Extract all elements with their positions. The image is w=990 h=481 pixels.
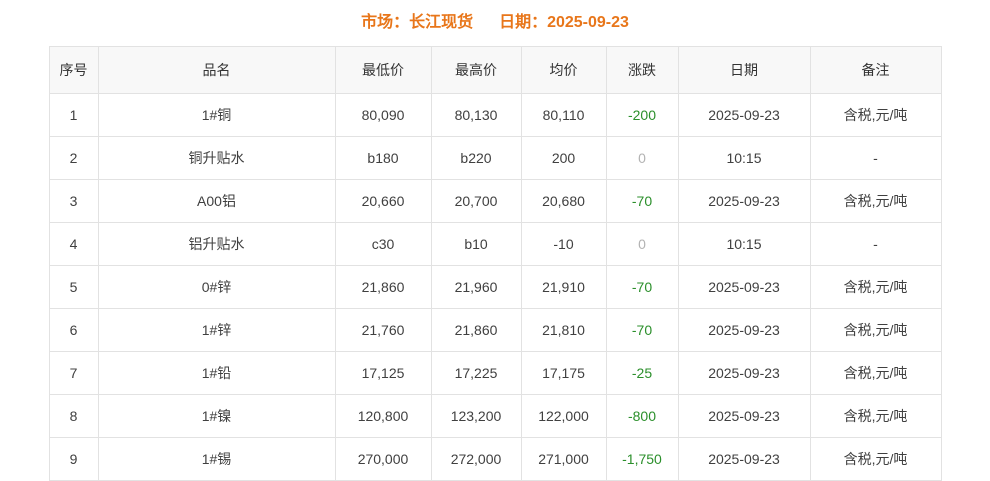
cell-name: 铝升贴水 bbox=[97, 222, 336, 266]
col-header-low: 最低价 bbox=[334, 46, 432, 94]
cell-date: 2025-09-23 bbox=[677, 437, 811, 481]
price-table-body: 1 1#铜 80,090 80,130 80,110 -200 2025-09-23 含税,元… bbox=[48, 93, 942, 481]
header-row: 序号 品名 最低价 最高价 均价 涨跌 日期 备注 bbox=[48, 46, 942, 94]
cell-name: 1#锡 bbox=[97, 437, 336, 481]
cell-change: -800 bbox=[605, 394, 679, 438]
cell-note: 含税,元/吨 bbox=[809, 308, 942, 352]
table-row: 7 1#铅 17,125 17,225 17,175 -25 2025-09-23 含税,元/… bbox=[48, 351, 942, 395]
cell-seq: 4 bbox=[48, 222, 99, 266]
cell-note: - bbox=[809, 222, 942, 266]
cell-date: 10:15 bbox=[677, 222, 811, 266]
cell-avg: 20,680 bbox=[520, 179, 607, 223]
col-header-date: 日期 bbox=[677, 46, 811, 94]
cell-date: 2025-09-23 bbox=[677, 179, 811, 223]
cell-seq: 1 bbox=[48, 93, 99, 137]
cell-name: 1#铅 bbox=[97, 351, 336, 395]
cell-avg: 21,810 bbox=[520, 308, 607, 352]
cell-change: -70 bbox=[605, 179, 679, 223]
table-row: 3 A00铝 20,660 20,700 20,680 -70 2025-09-23 含税,元… bbox=[48, 179, 942, 223]
cell-avg: 21,910 bbox=[520, 265, 607, 309]
cell-high: b220 bbox=[430, 136, 522, 180]
cell-name: 铜升贴水 bbox=[97, 136, 336, 180]
cell-note: 含税,元/吨 bbox=[809, 265, 942, 309]
cell-high: 272,000 bbox=[430, 437, 522, 481]
cell-seq: 2 bbox=[48, 136, 99, 180]
table-row: 1 1#铜 80,090 80,130 80,110 -200 2025-09-23 含税,元… bbox=[48, 93, 942, 137]
cell-name: 1#镍 bbox=[97, 394, 336, 438]
cell-seq: 5 bbox=[48, 265, 99, 309]
cell-date: 2025-09-23 bbox=[677, 93, 811, 137]
cell-avg: 200 bbox=[520, 136, 607, 180]
cell-date: 10:15 bbox=[677, 136, 811, 180]
cell-change: -25 bbox=[605, 351, 679, 395]
cell-date: 2025-09-23 bbox=[677, 265, 811, 309]
table-row: 6 1#锌 21,760 21,860 21,810 -70 2025-09-23 含税,元/… bbox=[48, 308, 942, 352]
col-header-note: 备注 bbox=[809, 46, 942, 94]
date-label: 日期：2025-09-23 bbox=[499, 14, 629, 31]
cell-date: 2025-09-23 bbox=[677, 394, 811, 438]
cell-low: 80,090 bbox=[334, 93, 432, 137]
cell-low: 21,760 bbox=[334, 308, 432, 352]
price-table: 序号 品名 最低价 最高价 均价 涨跌 日期 备注 1 1#铜 80,090 80,1… bbox=[48, 46, 942, 481]
cell-change: -70 bbox=[605, 265, 679, 309]
cell-low: 17,125 bbox=[334, 351, 432, 395]
cell-seq: 3 bbox=[48, 179, 99, 223]
col-header-seq: 序号 bbox=[48, 46, 99, 94]
cell-seq: 7 bbox=[48, 351, 99, 395]
cell-low: 20,660 bbox=[334, 179, 432, 223]
cell-note: 含税,元/吨 bbox=[809, 437, 942, 481]
table-row: 5 0#锌 21,860 21,960 21,910 -70 2025-09-23 含税,元/… bbox=[48, 265, 942, 309]
cell-low: 120,800 bbox=[334, 394, 432, 438]
cell-name: 1#铜 bbox=[97, 93, 336, 137]
cell-avg: 17,175 bbox=[520, 351, 607, 395]
cell-seq: 9 bbox=[48, 437, 99, 481]
table-row: 4 铝升贴水 c30 b10 -10 0 10:15- bbox=[48, 222, 942, 266]
cell-note: - bbox=[809, 136, 942, 180]
table-row: 8 1#镍 120,800 123,200 122,000 -800 2025-09-23 含… bbox=[48, 394, 942, 438]
page-title: 市场：长江现货 日期：2025-09-23 bbox=[0, 0, 990, 33]
cell-seq: 8 bbox=[48, 394, 99, 438]
col-header-avg: 均价 bbox=[520, 46, 607, 94]
cell-seq: 6 bbox=[48, 308, 99, 352]
cell-note: 含税,元/吨 bbox=[809, 179, 942, 223]
cell-low: b180 bbox=[334, 136, 432, 180]
cell-note: 含税,元/吨 bbox=[809, 93, 942, 137]
table-row: 9 1#锡 270,000 272,000 271,000 -1,750 2025-09-2… bbox=[48, 437, 942, 481]
cell-low: 270,000 bbox=[334, 437, 432, 481]
cell-high: 17,225 bbox=[430, 351, 522, 395]
cell-change: 0 bbox=[605, 136, 679, 180]
col-header-change: 涨跌 bbox=[605, 46, 679, 94]
price-table-header: 序号 品名 最低价 最高价 均价 涨跌 日期 备注 bbox=[48, 46, 942, 94]
cell-avg: -10 bbox=[520, 222, 607, 266]
market-label: 市场：长江现货 bbox=[361, 14, 474, 31]
cell-note: 含税,元/吨 bbox=[809, 351, 942, 395]
cell-high: 123,200 bbox=[430, 394, 522, 438]
cell-change: -200 bbox=[605, 93, 679, 137]
cell-name: 1#锌 bbox=[97, 308, 336, 352]
cell-low: c30 bbox=[334, 222, 432, 266]
cell-high: 20,700 bbox=[430, 179, 522, 223]
cell-date: 2025-09-23 bbox=[677, 351, 811, 395]
cell-low: 21,860 bbox=[334, 265, 432, 309]
cell-date: 2025-09-23 bbox=[677, 308, 811, 352]
cell-change: 0 bbox=[605, 222, 679, 266]
cell-name: 0#锌 bbox=[97, 265, 336, 309]
cell-avg: 122,000 bbox=[520, 394, 607, 438]
cell-high: b10 bbox=[430, 222, 522, 266]
cell-high: 21,960 bbox=[430, 265, 522, 309]
cell-avg: 271,000 bbox=[520, 437, 607, 481]
cell-high: 21,860 bbox=[430, 308, 522, 352]
cell-high: 80,130 bbox=[430, 93, 522, 137]
cell-change: -1,750 bbox=[605, 437, 679, 481]
cell-name: A00铝 bbox=[97, 179, 336, 223]
col-header-high: 最高价 bbox=[430, 46, 522, 94]
cell-note: 含税,元/吨 bbox=[809, 394, 942, 438]
cell-avg: 80,110 bbox=[520, 93, 607, 137]
cell-change: -70 bbox=[605, 308, 679, 352]
col-header-name: 品名 bbox=[97, 46, 336, 94]
table-row: 2 铜升贴水 b180 b220 200 0 10:15- bbox=[48, 136, 942, 180]
